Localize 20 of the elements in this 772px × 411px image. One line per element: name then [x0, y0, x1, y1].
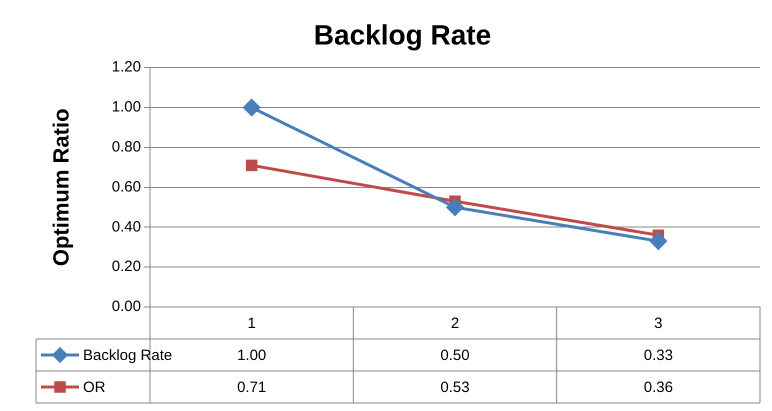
data-label: 0.71 — [237, 379, 266, 396]
data-label: 0.36 — [644, 379, 673, 396]
x-tick-label: 3 — [654, 315, 663, 332]
x-tick-label: 1 — [247, 315, 256, 332]
x-tick-label: 2 — [450, 315, 460, 332]
y-axis-title: Optimum Ratio — [48, 108, 74, 266]
data-label: 0.53 — [440, 379, 470, 396]
y-tick-label: 0.80 — [112, 138, 141, 156]
y-tick-label: 0.60 — [112, 178, 141, 196]
y-tick-label: 0.40 — [112, 218, 141, 236]
data-label: 0.50 — [440, 347, 470, 364]
legend-label: Backlog Rate — [83, 347, 172, 364]
y-tick-label: 1.00 — [112, 98, 141, 116]
y-tick-label: 0.00 — [112, 298, 141, 316]
data-label: 1.00 — [237, 347, 266, 364]
chart-title: Backlog Rate — [314, 20, 492, 51]
data-label: 0.33 — [644, 347, 673, 364]
legend-label: OR — [83, 379, 106, 396]
y-tick-label: 0.20 — [112, 258, 141, 276]
y-tick-label: 1.20 — [112, 58, 141, 76]
